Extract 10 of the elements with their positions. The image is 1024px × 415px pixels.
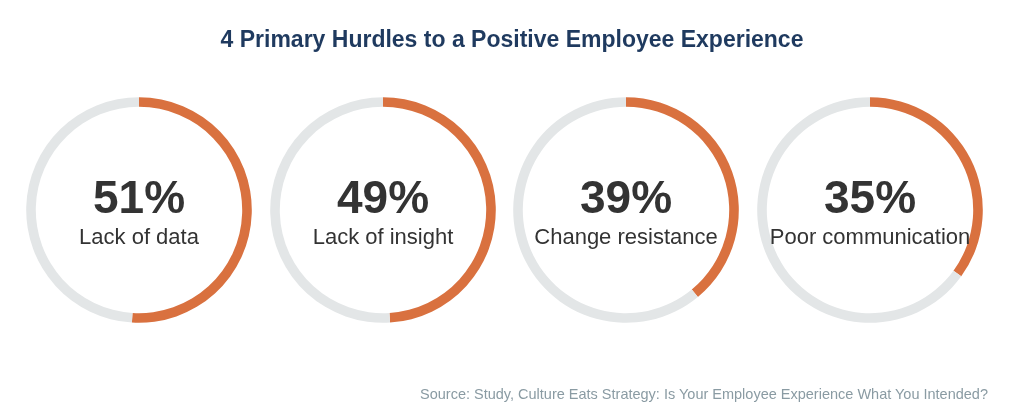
slice-label: Poor communication bbox=[769, 223, 970, 249]
source-note: Source: Study, Culture Eats Strategy: Is Your Employee Experience What You Intended? bbox=[420, 386, 988, 402]
slice-label: Lack of data bbox=[79, 223, 200, 249]
data-label: 49% bbox=[336, 170, 429, 223]
data-label: 39% bbox=[579, 170, 673, 223]
slice-label: Lack of insight bbox=[312, 223, 453, 249]
data-label: 51% bbox=[92, 170, 186, 223]
text: 4 Primary Hurdles to a Positive Employee Experience bbox=[219, 26, 805, 53]
slice-label: Change resistance bbox=[534, 223, 718, 249]
data-label: 35% bbox=[823, 170, 916, 223]
